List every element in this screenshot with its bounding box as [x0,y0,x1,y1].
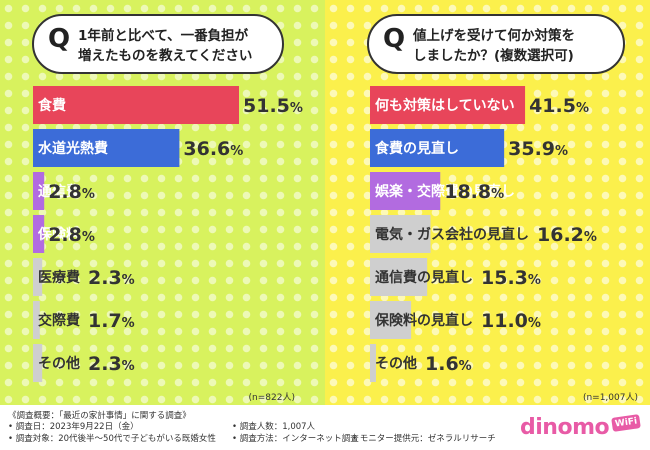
category-label-left-0: 食費 [38,97,66,114]
q-mark-left: Q [48,24,71,54]
category-label-left-1: 水道光熱費 [38,140,108,157]
value-label-left-2: 2.8% [48,181,95,203]
bar-left-0 [33,86,239,124]
q-mark-right: Q [383,24,406,54]
question-left-line1: 1年前と比べて、一番負担が [78,28,249,44]
value-label-left-4: 2.3% [88,267,135,289]
right-panel: Q 値上げを受けて何か対策を しましたか？(複数選択可) 何も対策はしていない 4… [325,0,650,405]
category-label-left-2: 通信費 [38,183,80,200]
bar-right-3 [370,215,431,253]
bar-right-5 [370,301,412,339]
value-label-left-6: 2.3% [88,353,135,375]
category-label-right-0: 何も対策はしていない [375,97,515,114]
sample-size-left: (n=822人) [248,393,295,403]
survey-title: 《調査概要：「最近の家計事情」に関する調査》 [8,411,191,421]
bar-chart-right: 何も対策はしていない 41.5% 食費の見直し 35.9% 娯楽・交際費の見直し18.8… [370,86,597,382]
category-label-left-6: その他 [38,355,80,372]
survey-footer: 《調査概要：「最近の家計事情」に関する調査》 • 調査日：2023年9月22日（… [0,405,650,450]
value-label-left-3: 2.8% [48,224,95,246]
value-label-right-2: 18.8% [444,181,504,203]
survey-target: • 調査対象：20代後半〜50代で子どもがいる既婚女性 [8,434,216,444]
bar-left-5 [33,301,40,339]
category-label-left-4: 医療費 [38,269,80,286]
value-label-right-3: 16.2% [537,224,597,246]
bar-left-1 [33,129,180,167]
question-bubble-right: Q 値上げを受けて何か対策を しましたか？(複数選択可) [367,14,625,74]
question-right-line1: 値上げを受けて何か対策を [413,28,575,44]
question-right-line2: しましたか？(複数選択可) [413,48,574,64]
category-label-right-4: 通信費の見直し [375,269,473,286]
value-label-right-4: 15.3% [481,267,541,289]
bar-right-1 [370,129,505,167]
category-label-right-6: その他 [375,355,417,372]
value-label-left-1: 36.6% [183,138,243,160]
bar-left-2 [33,172,45,210]
question-bubble-left: Q 1年前と比べて、一番負担が 増えたものを教えてください [32,14,284,74]
bar-right-2 [370,172,441,210]
question-left-line2: 増えたものを教えてください [78,48,253,64]
category-label-left-5: 交際費 [38,312,80,329]
bar-right-4 [370,258,428,296]
bar-right-6 [370,344,376,382]
dinomo-logo: dinomo [520,415,610,440]
value-label-right-0: 41.5% [529,95,589,117]
survey-method: • 調査方法：インターネット調査 [232,434,359,444]
value-label-right-6: 1.6% [425,353,472,375]
category-label-left-3: 保険料 [37,226,80,243]
survey-count: • 調査人数：1,007人 [232,422,316,432]
left-panel: Q 1年前と比べて、一番負担が 増えたものを教えてください 食費 51.5% 水道光… [0,0,325,405]
value-label-left-0: 51.5% [243,95,303,117]
category-label-right-5: 保険料の見直し [374,312,473,329]
bar-left-3 [33,215,45,253]
category-label-right-2: 娯楽・交際費の見直し [375,183,515,200]
category-label-right-1: 食費の見直し [375,140,459,157]
bar-left-6 [33,344,43,382]
value-label-right-1: 35.9% [508,138,568,160]
value-label-right-5: 11.0% [481,310,541,332]
sample-size-right: (n=1,007人) [582,393,638,403]
bar-right-0 [370,86,526,124]
survey-provider: • モニター提供元：ゼネラルリサーチ [352,434,496,444]
bar-left-4 [33,258,43,296]
value-label-left-5: 1.7% [88,310,135,332]
survey-date: • 調査日：2023年9月22日（金） [8,422,139,432]
category-label-right-3: 電気・ガス会社の見直し [375,226,529,243]
